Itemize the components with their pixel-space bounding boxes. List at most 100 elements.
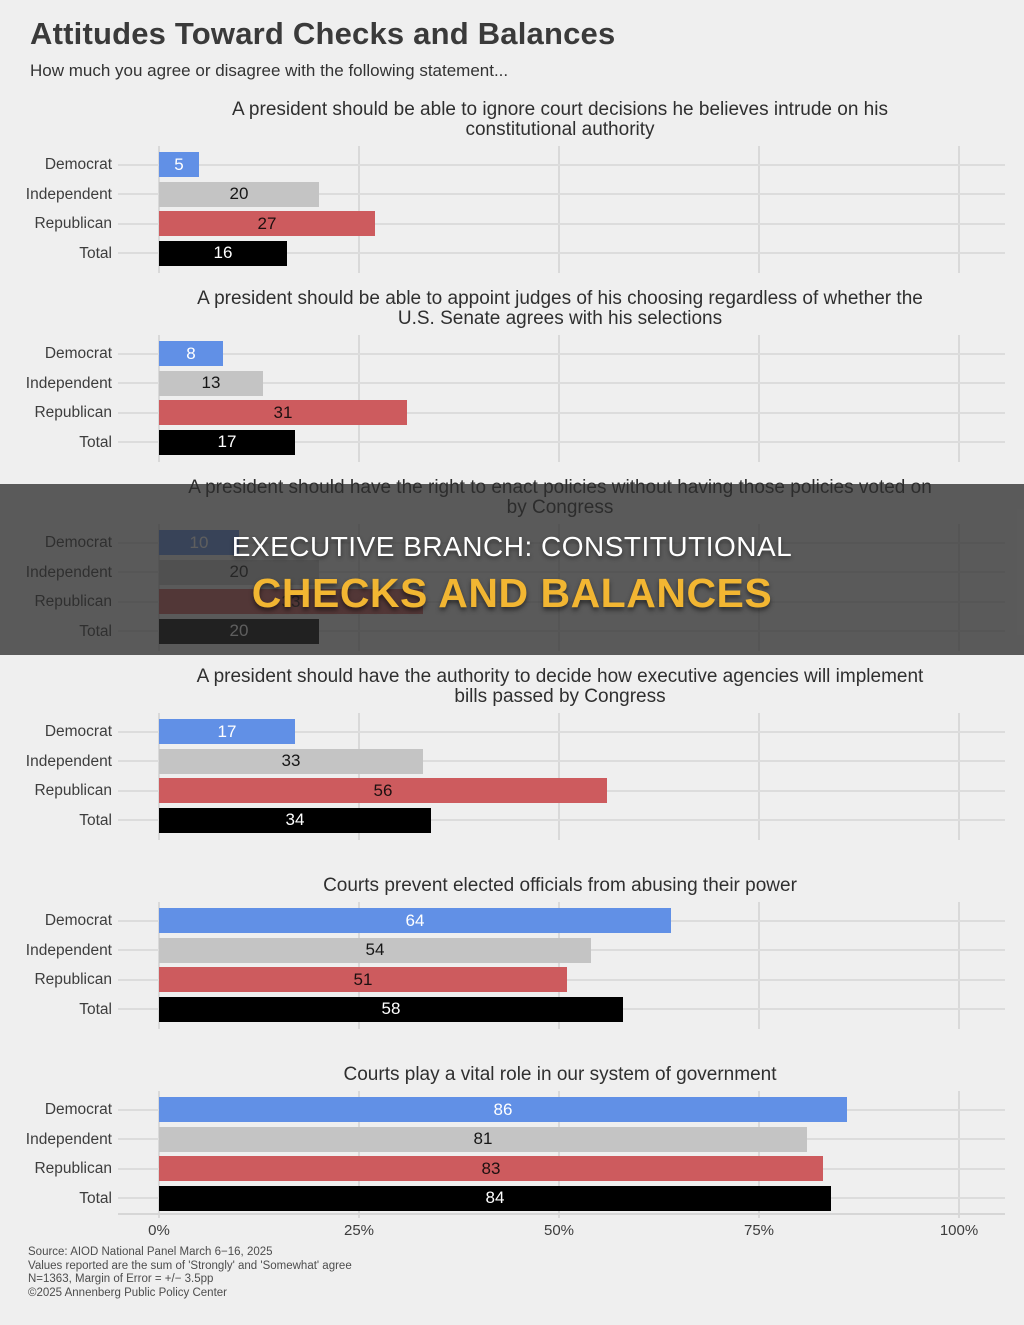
chart-courts-prevent-abuse: Courts prevent elected officials from ab… [0, 852, 1024, 1041]
gridline-50pct [558, 713, 560, 840]
bar-republican: 31 [159, 400, 407, 425]
bar-republican: 83 [159, 1156, 823, 1181]
gridline-25pct [358, 902, 360, 1029]
bar-value: 34 [285, 810, 305, 829]
bar-independent: 20 [159, 181, 319, 207]
x-tick-25: 25% [343, 1222, 375, 1239]
x-tick-75: 75% [743, 1222, 775, 1239]
category-label: Republican [34, 215, 112, 232]
category-label: Independent [25, 1130, 112, 1148]
row-gridline [118, 760, 1005, 762]
bar-row: Republican 51 [0, 967, 1024, 992]
bar-row: Independent 81 [0, 1126, 1024, 1152]
category-label: Republican [34, 1160, 112, 1177]
category-label: Total [79, 244, 112, 262]
bar-independent: 81 [159, 1126, 807, 1152]
source-line: Source: AIOD National Panel March 6−16, … [28, 1246, 273, 1258]
gridline-75pct [758, 1091, 760, 1218]
chart-courts-vital-role: Courts play a vital role in our system o… [0, 1041, 1024, 1230]
category-label: Republican [34, 971, 112, 988]
gridline-50pct [558, 146, 560, 273]
category-label: Total [79, 433, 112, 451]
gridline-0pct [158, 1091, 160, 1218]
row-gridline [118, 352, 1005, 355]
gridline-0pct [158, 902, 160, 1029]
bar-row: Democrat 86 [0, 1097, 1024, 1122]
bar-row: Independent 20 [0, 181, 1024, 207]
page-title: Attitudes Toward Checks and Balances [30, 16, 616, 51]
category-label: Democrat [44, 723, 112, 740]
bar-value: 17 [217, 721, 237, 741]
banner-line-2: CHECKS AND BALANCES [251, 569, 773, 616]
bar-value: 64 [405, 910, 425, 930]
bar-independent: 13 [159, 370, 263, 396]
bar-value: 56 [373, 780, 393, 800]
bar-total: 58 [159, 996, 623, 1022]
chart-title: A president should have the authority to… [196, 666, 924, 707]
bar-row: Total 58 [0, 996, 1024, 1022]
page-subtitle: How much you agree or disagree with the … [30, 61, 509, 80]
x-tick-50: 50% [543, 1222, 575, 1239]
category-label: Democrat [44, 912, 112, 929]
bar-value: 13 [201, 373, 221, 392]
bar-total: 16 [159, 240, 287, 266]
category-label: Republican [34, 782, 112, 799]
category-label: Total [79, 1189, 112, 1207]
bar-value: 84 [485, 1188, 505, 1207]
source-note: Source: AIOD National Panel March 6−16, … [28, 1246, 352, 1300]
bar-value: 81 [473, 1129, 493, 1148]
category-label: Total [79, 811, 112, 829]
bar-value: 31 [273, 402, 293, 422]
gridline-50pct [558, 902, 560, 1029]
gridline-100pct [958, 335, 960, 462]
gridline-25pct [358, 335, 360, 462]
category-label: Democrat [44, 156, 112, 173]
category-label: Independent [25, 374, 112, 392]
bar-value: 33 [281, 751, 301, 770]
row-gridline [118, 819, 1005, 821]
row-gridline [118, 222, 1005, 225]
bar-value: 17 [217, 432, 237, 451]
bar-row: Total 16 [0, 240, 1024, 266]
source-line: Values reported are the sum of 'Strongly… [28, 1259, 352, 1272]
gridline-25pct [358, 1091, 360, 1218]
bar-row: Democrat 17 [0, 719, 1024, 744]
chart-title: Courts prevent elected officials from ab… [323, 875, 797, 896]
category-label: Independent [25, 941, 112, 959]
bar-value: 8 [186, 343, 196, 363]
category-label: Total [79, 1000, 112, 1018]
bar-row: Independent 33 [0, 748, 1024, 774]
row-gridline [118, 382, 1005, 384]
row-gridline [118, 193, 1005, 195]
bar-value: 20 [229, 184, 249, 203]
row-gridline [118, 163, 1005, 166]
gridline-0pct [158, 713, 160, 840]
bar-republican: 56 [159, 778, 607, 803]
x-axis-line [118, 1213, 1005, 1215]
gridline-50pct [558, 1091, 560, 1218]
row-gridline [118, 411, 1005, 414]
category-label: Independent [25, 752, 112, 770]
source-line: N=1363, Margin of Error = +/− 3.5pp [28, 1273, 214, 1285]
bar-value: 83 [481, 1158, 501, 1178]
chart-title: Courts play a vital role in our system o… [343, 1064, 777, 1085]
gridline-75pct [758, 902, 760, 1029]
bar-democrat: 86 [159, 1097, 847, 1122]
bar-value: 5 [174, 154, 184, 174]
category-label: Democrat [44, 345, 112, 362]
chart-appoint-judges: A president should be able to appoint ju… [0, 285, 1024, 474]
bar-row: Independent 54 [0, 937, 1024, 963]
source-line: ©2025 Annenberg Public Policy Center [28, 1286, 227, 1299]
bar-value: 58 [381, 999, 401, 1018]
category-label: Independent [25, 185, 112, 203]
bar-row: Republican 27 [0, 211, 1024, 236]
bar-value: 27 [257, 213, 277, 233]
bar-total: 34 [159, 807, 431, 833]
bar-democrat: 64 [159, 908, 671, 933]
bar-row: Republican 31 [0, 400, 1024, 425]
row-gridline [118, 730, 1005, 733]
category-label: Republican [34, 404, 112, 421]
bar-row: Total 17 [0, 429, 1024, 455]
bar-row: Total 84 [0, 1185, 1024, 1211]
